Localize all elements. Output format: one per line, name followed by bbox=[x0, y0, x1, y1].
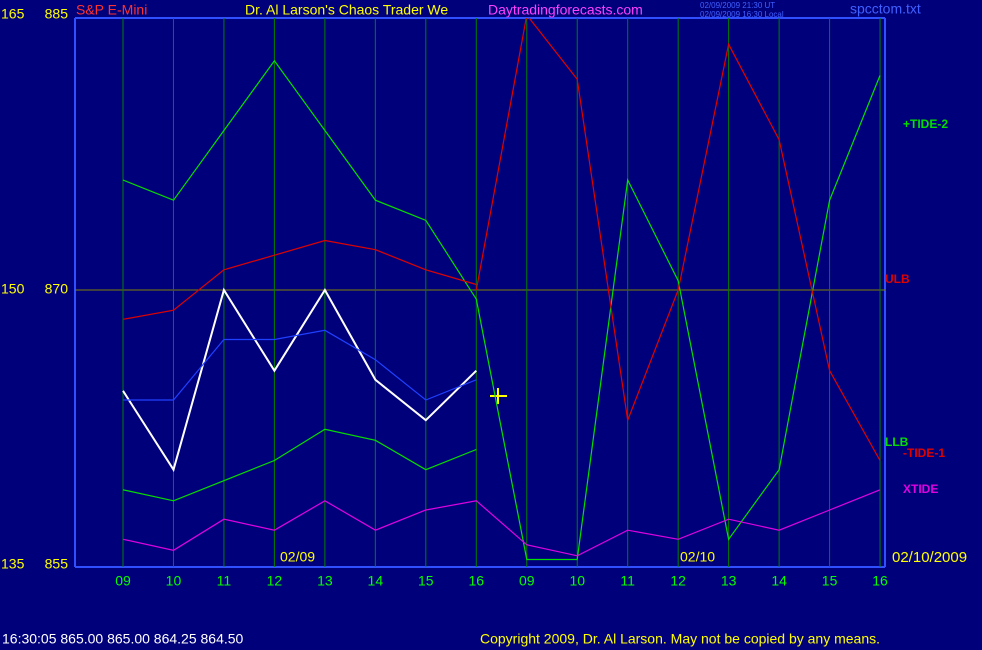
status-line: 16:30:05 865.00 865.00 864.25 864.50 bbox=[2, 631, 244, 647]
file-name: spcctom.txt bbox=[850, 1, 921, 17]
symbol: S&P E-Mini bbox=[76, 2, 147, 18]
y2-tick-label: 150 bbox=[1, 281, 25, 297]
stamp-ut: 02/09/2009 21:30 UT bbox=[700, 1, 775, 10]
x-tick-label: 09 bbox=[115, 573, 131, 589]
y2-tick-label: 135 bbox=[1, 556, 25, 572]
series-label: LLB bbox=[885, 435, 909, 449]
date-label: 02/10 bbox=[680, 549, 715, 565]
x-tick-label: 16 bbox=[469, 573, 485, 589]
series-line bbox=[123, 329, 477, 401]
x-tick-label: 10 bbox=[166, 573, 182, 589]
y-tick-label: 885 bbox=[45, 6, 69, 22]
copyright: Copyright 2009, Dr. Al Larson. May not b… bbox=[480, 631, 880, 647]
x-tick-label: 13 bbox=[317, 573, 333, 589]
series-line bbox=[122, 428, 477, 502]
x-tick-label: 10 bbox=[569, 573, 585, 589]
x-tick-label: 09 bbox=[519, 573, 535, 589]
x-tick-label: 11 bbox=[217, 573, 232, 589]
series-line bbox=[122, 489, 881, 557]
series-label: -TIDE-1 bbox=[903, 446, 945, 460]
series-line bbox=[475, 18, 881, 461]
x-tick-label: 16 bbox=[872, 573, 888, 589]
cursor-marker bbox=[490, 388, 507, 404]
x-tick-label: 15 bbox=[418, 573, 434, 589]
x-tick-label: 11 bbox=[620, 573, 635, 589]
x-tick-label: 14 bbox=[368, 573, 384, 589]
series-label: ULB bbox=[885, 272, 910, 286]
x-tick-label: 14 bbox=[771, 573, 787, 589]
x-tick-label: 12 bbox=[670, 573, 686, 589]
y-tick-label: 855 bbox=[45, 556, 69, 572]
stamp-local: 02/09/2009 16:30 Local bbox=[700, 10, 784, 19]
series-label: XTIDE bbox=[903, 482, 938, 496]
series-line bbox=[122, 287, 478, 473]
x-tick-label: 12 bbox=[267, 573, 283, 589]
series-line bbox=[122, 59, 881, 561]
y-tick-label: 870 bbox=[45, 281, 69, 297]
y2-tick-label: 165 bbox=[1, 6, 25, 22]
date-label: 02/10/2009 bbox=[892, 549, 967, 566]
site: Daytradingforecasts.com bbox=[488, 2, 643, 18]
x-tick-label: 15 bbox=[822, 573, 838, 589]
chart-title: Dr. Al Larson's Chaos Trader We bbox=[245, 2, 448, 18]
series-line bbox=[122, 239, 477, 320]
series-label: +TIDE-2 bbox=[903, 117, 948, 131]
x-tick-label: 13 bbox=[721, 573, 737, 589]
date-label: 02/09 bbox=[280, 549, 315, 565]
